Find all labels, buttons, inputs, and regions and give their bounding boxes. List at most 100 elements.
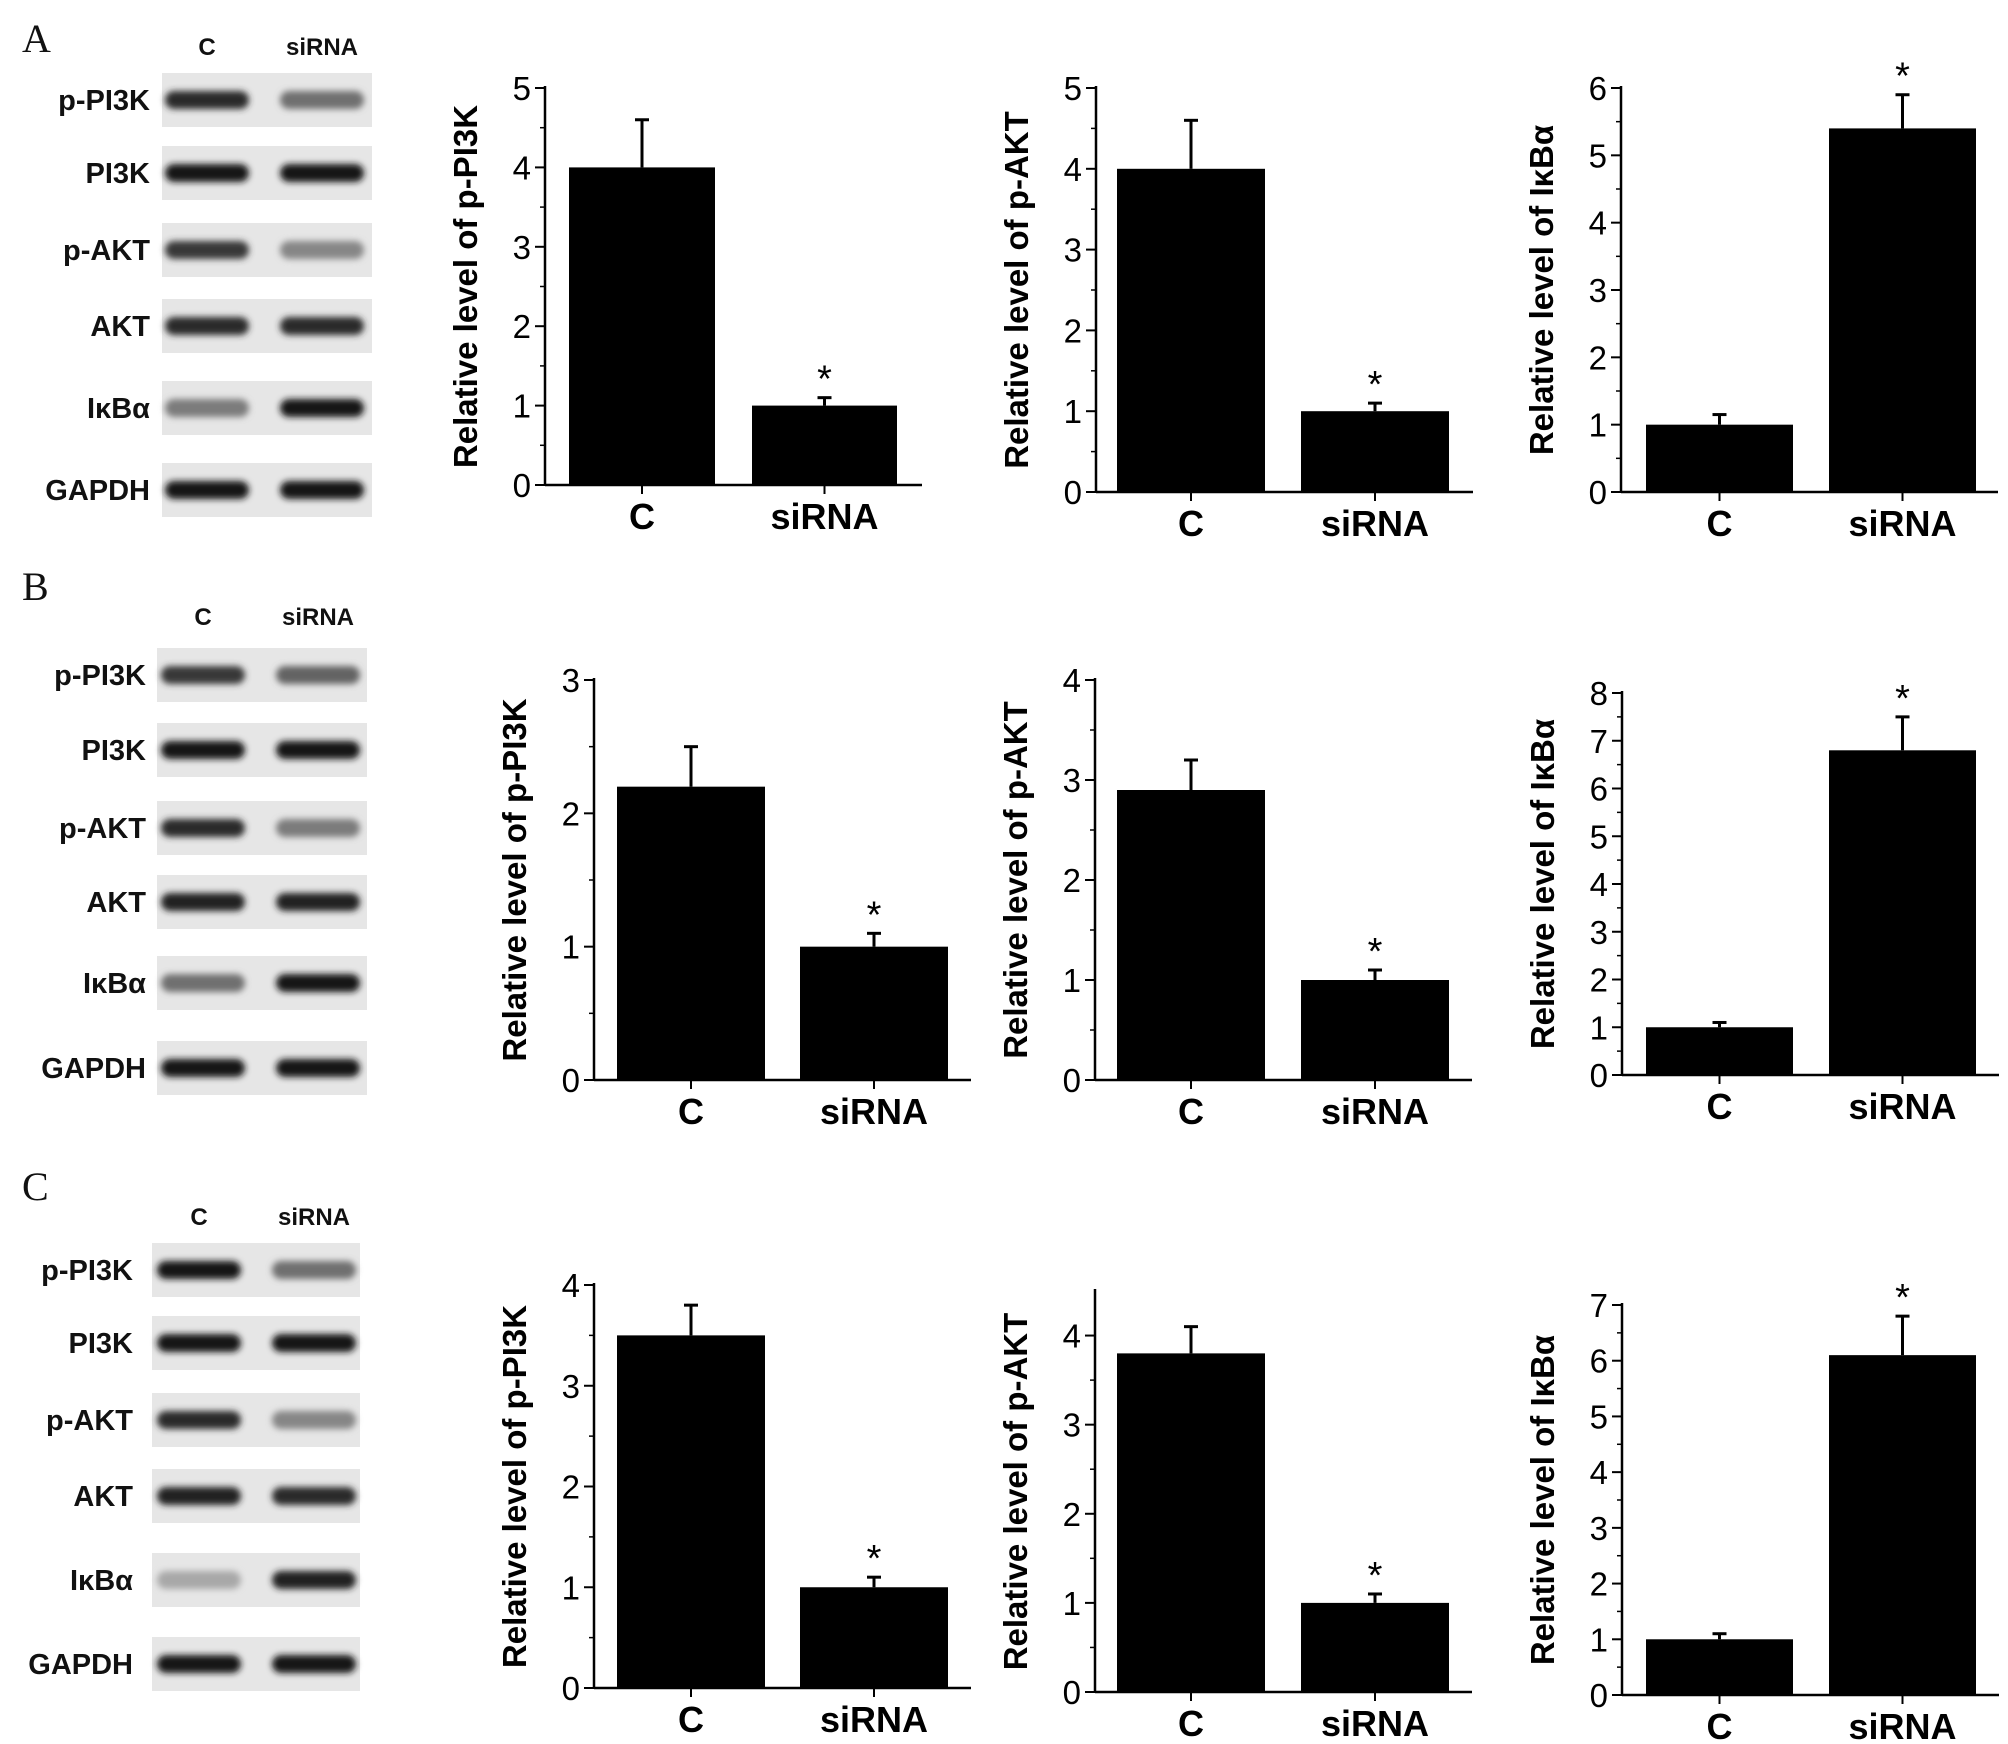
blot-row: p-PI3K (58, 73, 372, 127)
blot-row: AKT (86, 875, 367, 929)
y-tick-label: 3 (562, 662, 580, 699)
y-axis-label: Relative level of IκBα (1524, 1335, 1561, 1665)
significance-marker: * (1895, 1277, 1910, 1319)
y-tick-label: 0 (562, 1670, 580, 1707)
blot-row: p-PI3K (41, 1243, 360, 1297)
y-tick-label: 4 (1063, 662, 1081, 699)
y-tick-label: 2 (1590, 962, 1608, 999)
y-axis-label: Relative level of p-PI3K (496, 1305, 533, 1668)
significance-marker: * (867, 894, 882, 936)
blot-band (157, 1487, 241, 1505)
protein-label: p-AKT (59, 813, 146, 845)
blot-band (272, 1655, 356, 1673)
y-tick-label: 1 (1064, 393, 1082, 430)
y-axis-label: Relative level of p-AKT (998, 111, 1035, 469)
blot-row: PI3K (69, 1316, 360, 1370)
y-tick-label: 0 (1590, 1057, 1608, 1094)
y-tick-label: 6 (1590, 771, 1608, 808)
y-tick-label: 3 (1063, 1407, 1081, 1444)
protein-label: p-PI3K (58, 85, 150, 117)
protein-label: IκBα (70, 1565, 133, 1597)
y-axis-label: Relative level of p-AKT (997, 701, 1034, 1059)
lane-label: C (190, 1204, 207, 1231)
bar (1301, 1602, 1449, 1692)
protein-label: p-PI3K (41, 1255, 133, 1287)
lane-label: siRNA (286, 34, 358, 61)
significance-marker: * (1895, 678, 1910, 720)
y-tick-label: 2 (1063, 862, 1081, 899)
y-tick-label: 5 (1064, 70, 1082, 107)
blot-band (280, 91, 364, 109)
x-tick-label: siRNA (820, 1699, 928, 1740)
protein-label: p-AKT (63, 235, 150, 267)
x-tick-label: siRNA (1848, 1086, 1956, 1127)
blot-band (276, 741, 360, 759)
y-tick-label: 5 (1589, 137, 1607, 174)
y-tick-label: 5 (1590, 1398, 1608, 1435)
blot-row: PI3K (86, 146, 372, 200)
blot-band (280, 399, 364, 417)
y-axis-label: Relative level of IκBα (1524, 719, 1561, 1049)
blot-band (280, 481, 364, 499)
lane-label: C (194, 604, 211, 631)
panel-letter: C (22, 1164, 49, 1209)
blot-band (276, 893, 360, 911)
blot-band (272, 1334, 356, 1352)
bar (1829, 128, 1976, 492)
protein-label: GAPDH (45, 475, 150, 507)
blot-band (276, 666, 360, 684)
blot-band (280, 317, 364, 335)
blot-band (272, 1487, 356, 1505)
y-tick-label: 4 (562, 1267, 580, 1304)
protein-label: PI3K (86, 158, 151, 190)
blot-band (276, 974, 360, 992)
y-tick-label: 2 (513, 308, 531, 345)
bar (1301, 980, 1449, 1080)
significance-marker: * (1368, 931, 1383, 973)
bar (569, 167, 715, 485)
bar (752, 405, 897, 485)
y-tick-label: 2 (562, 1469, 580, 1506)
significance-marker: * (1895, 56, 1910, 98)
lane-label: siRNA (282, 604, 354, 631)
y-tick-label: 6 (1589, 70, 1607, 107)
protein-label: IκBα (87, 393, 150, 425)
x-tick-label: siRNA (1848, 1706, 1956, 1744)
x-tick-label: C (678, 1091, 704, 1132)
bar (1301, 411, 1449, 492)
y-tick-label: 1 (1590, 1621, 1608, 1658)
x-tick-label: C (1707, 503, 1733, 544)
blot-band (161, 741, 245, 759)
y-tick-label: 0 (1063, 1062, 1081, 1099)
blot-row: AKT (73, 1469, 360, 1523)
y-tick-label: 4 (1590, 1454, 1608, 1491)
blot-band (165, 399, 249, 417)
y-tick-label: 4 (1064, 151, 1082, 188)
protein-label: AKT (90, 311, 150, 343)
protein-label: PI3K (82, 735, 147, 767)
y-axis-label: Relative level of p-PI3K (447, 105, 484, 468)
blot-band (165, 481, 249, 499)
y-tick-label: 1 (1590, 1009, 1608, 1046)
blot-band (280, 164, 364, 182)
significance-marker: * (1368, 364, 1383, 406)
blot-row: GAPDH (28, 1637, 360, 1691)
panel-letter: B (22, 564, 49, 609)
significance-marker: * (817, 359, 832, 401)
x-tick-label: C (1178, 1703, 1204, 1744)
bar (800, 946, 948, 1080)
protein-label: IκBα (83, 968, 146, 1000)
y-tick-label: 3 (1590, 1510, 1608, 1547)
y-tick-label: 4 (1063, 1318, 1081, 1355)
bar-chart-c-3: C * siRNA 0 1 2 3 4 5 6 7 Relative level of IκBα (1524, 1277, 1999, 1744)
bar-chart-b-2: C * siRNA 0 1 2 3 4 Relative level of p-AKT (997, 662, 1472, 1132)
blot-band (161, 974, 245, 992)
x-tick-label: C (678, 1699, 704, 1740)
blot-band (276, 819, 360, 837)
y-tick-label: 0 (1590, 1677, 1608, 1714)
protein-label: p-AKT (46, 1405, 133, 1437)
y-tick-label: 3 (1064, 232, 1082, 269)
y-tick-label: 0 (1589, 474, 1607, 511)
